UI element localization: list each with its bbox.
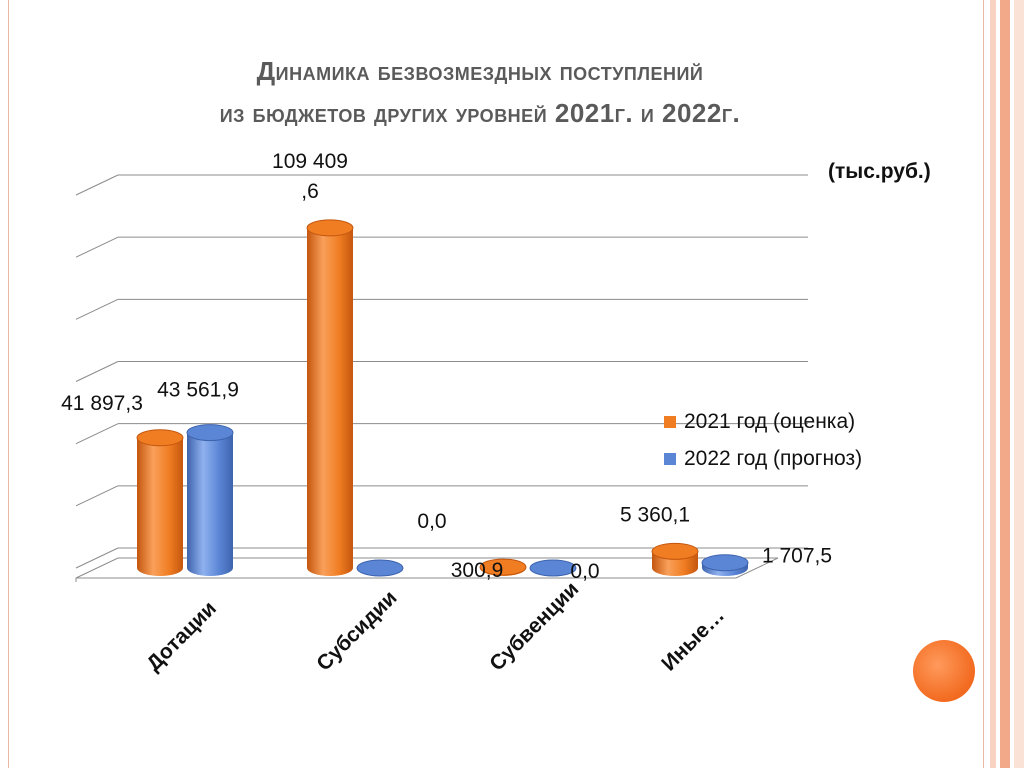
data-label: 43 561,9: [157, 379, 239, 402]
legend-swatch: [664, 453, 676, 465]
stripe: [990, 0, 996, 768]
decorative-stripes: [984, 0, 1024, 768]
category-label: Субсидии: [312, 586, 401, 675]
legend-swatch: [664, 416, 676, 428]
bar-cylinder-body: [307, 227, 353, 576]
data-label: 5 360,1: [620, 503, 690, 526]
slide-frame: [8, 0, 984, 768]
bar-cylinder-top: [356, 559, 404, 577]
units-label: (тыс.руб.): [828, 160, 931, 183]
bar-cylinder-body: [187, 432, 233, 576]
title-line-2: из бюджетов других уровней 2021г. и 2022…: [219, 98, 741, 128]
gridline-depth: [75, 485, 119, 507]
data-label: 0,0: [570, 560, 599, 583]
bar-cylinder-top: [136, 429, 184, 447]
category-label: Субвенции: [485, 578, 583, 676]
gridline-depth: [75, 423, 119, 445]
data-label: 109 409: [272, 150, 348, 173]
gridline-depth: [75, 547, 119, 569]
data-label: 1 707,5: [762, 545, 832, 568]
chart-floor: [75, 557, 779, 579]
category-label: Иные…: [657, 604, 729, 676]
stripe: [1000, 0, 1010, 768]
legend-label: 2021 год (оценка): [684, 410, 855, 433]
stripe: [1014, 0, 1024, 768]
data-label: 0,0: [417, 510, 446, 533]
category-label: Дотации: [142, 597, 221, 676]
decorative-circle: [913, 640, 975, 702]
gridline-depth: [75, 174, 119, 196]
bar-cylinder-top: [701, 554, 749, 572]
bar-cylinder-top: [529, 559, 577, 577]
data-label: 300,9: [451, 559, 504, 582]
gridline-depth: [75, 298, 119, 320]
bar-cylinder-top: [651, 542, 699, 560]
bar-cylinder-top: [306, 219, 354, 237]
slide-title: Динамика безвозмездных поступлений из бю…: [100, 50, 860, 134]
legend-label: 2022 год (прогноз): [684, 447, 862, 470]
gridline-depth: [75, 236, 119, 258]
bar-cylinder-body: [137, 437, 183, 576]
bar-cylinder-top: [186, 424, 234, 442]
gridline-depth: [75, 361, 119, 382]
data-label: 41 897,3: [61, 392, 143, 415]
data-label: ,6: [301, 180, 319, 203]
title-line-1: Динамика безвозмездных поступлений: [256, 56, 704, 86]
bar-cylinder-top: [479, 558, 527, 576]
